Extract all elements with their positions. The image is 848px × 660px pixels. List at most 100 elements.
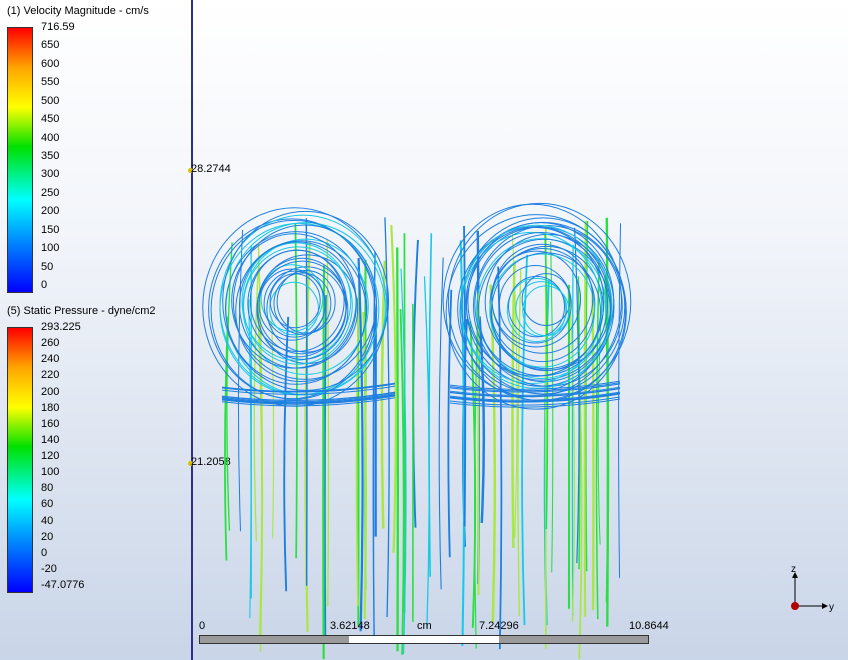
vortex-streamline [461,217,626,395]
scale-label-0: 0 [199,620,206,632]
vortex-streamline [476,238,607,379]
probe-marker-top[interactable] [188,168,193,173]
y-axis-arrowhead [822,603,828,609]
axis-triad[interactable]: z y [780,562,840,622]
streamline [449,393,621,403]
scale-bar-segment [498,636,648,643]
pressure-tick-label: 220 [41,369,60,382]
streamline [449,396,621,406]
vortex-streamline [231,233,357,369]
vortex-streamline [242,238,369,375]
z-axis-label: z [791,564,796,575]
velocity-tick-label: 650 [41,39,60,52]
pressure-legend-title: (5) Static Pressure - dyne/cm2 [7,305,156,317]
streamline [412,239,419,528]
streamline [390,224,397,553]
vortex-streamline [243,246,353,365]
streamline [423,276,430,629]
streamline [449,382,621,392]
probe-marker-bottom[interactable] [188,461,193,466]
vortex-streamline [498,264,572,344]
streamline [271,316,275,539]
pressure-tick-label: 260 [41,337,60,350]
streamline [469,321,477,628]
streamline [221,395,396,405]
streamline [237,229,244,532]
streamline [571,244,574,617]
streamline [550,241,554,573]
y-axis-label: y [829,602,834,613]
vortex-streamline [224,231,368,385]
streamline [257,243,264,652]
scale-label-2: 7.24296 [479,620,519,632]
vortex-streamline [506,277,567,343]
velocity-tick-label: 400 [41,131,60,144]
streamline [372,251,376,638]
streamline [595,258,600,620]
pressure-tick-label: 140 [41,433,60,446]
vortex-streamline [232,224,377,380]
velocity-tick-label: 550 [41,76,60,89]
streamline [221,391,396,401]
streamline [221,393,396,403]
pressure-tick-label: 293.225 [41,321,81,333]
vortex-streamline [269,281,319,336]
streamline [399,309,405,655]
vortex-streamline [460,224,613,389]
streamline [355,273,361,606]
velocity-tick-label: 300 [41,168,60,181]
scale-label-1: 3.62148 [330,620,370,632]
vortex-streamline [508,275,565,338]
z-axis-arrowhead [792,572,798,578]
streamline [449,380,621,390]
vortex-streamline [276,270,336,334]
x-axis-origin-icon [791,602,799,610]
streamline [322,265,326,660]
velocity-tick-label: 500 [41,94,60,107]
vortex-streamline [247,249,348,358]
streamline [521,254,528,626]
velocity-tick-label: 0 [41,279,48,291]
velocity-tick-label: 100 [41,242,60,255]
streamline [221,383,396,393]
velocity-colorbar [7,27,33,293]
probe-line[interactable] [191,0,193,660]
streamline [497,266,503,650]
vortex-streamline [489,253,596,368]
vortex-streamline [522,285,570,337]
streamline [221,394,396,404]
streamline [591,290,595,611]
streamline [477,293,480,596]
velocity-tick-label: 716.59 [41,21,75,33]
streamline [396,247,400,652]
velocity-tick-label: 350 [41,150,60,162]
probe-label-bottom: 21.2058 [191,456,231,468]
streamline [283,316,290,592]
vortex-streamline [210,219,378,400]
vortex-streamline [235,240,367,383]
streamline [449,391,621,401]
pressure-tick-label: 180 [41,401,60,414]
vortex-streamline [445,214,627,410]
pressure-tick-label: 120 [41,450,60,462]
streamline [326,239,330,607]
pressure-tick-label: 160 [41,417,60,430]
streamline [224,316,229,561]
vortex-streamline [521,273,571,326]
scale-label-unit: cm [417,620,432,632]
probe-label-top: 28.2744 [191,163,231,175]
scale-bar-segment [349,636,499,643]
pressure-tick-label: 0 [41,546,48,559]
streamline [449,392,621,402]
pressure-tick-label: -20 [41,562,57,575]
velocity-tick-label: 200 [41,205,60,218]
scale-bar [199,635,649,644]
streamline [221,382,396,392]
velocity-tick-label: 250 [41,186,60,199]
vortex-streamline [465,226,605,377]
vortex-streamline [490,252,602,372]
streamline [517,268,522,617]
streamline [400,268,407,655]
vortex-streamline [263,270,326,338]
